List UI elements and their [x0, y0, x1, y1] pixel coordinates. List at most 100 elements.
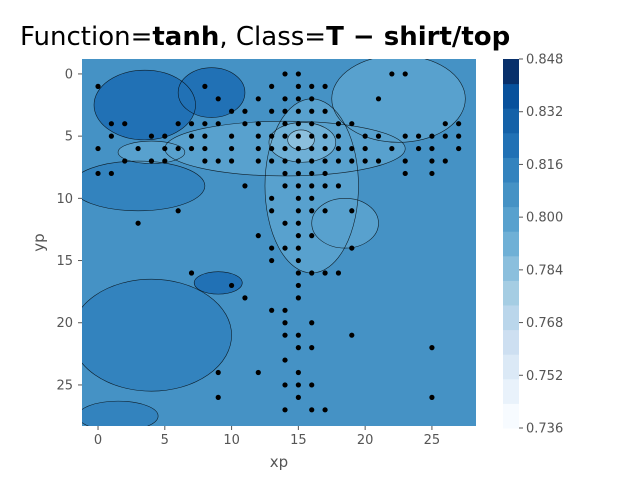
data-point [269, 245, 275, 251]
data-point [282, 320, 288, 326]
colorbar-band [503, 329, 519, 355]
data-point [228, 108, 235, 114]
colorbar-band [503, 157, 519, 183]
data-point [402, 133, 408, 139]
data-point [349, 332, 355, 338]
data-point [295, 332, 301, 338]
data-point [188, 145, 195, 152]
data-point [322, 145, 328, 152]
contour-line-left-blob-dark [193, 271, 243, 295]
data-point [295, 345, 301, 351]
y-axis-label: yp [30, 233, 48, 251]
x-tick-label: 10 [223, 433, 240, 448]
colorbar-band [503, 305, 519, 331]
data-point [295, 220, 301, 226]
colorbar-band [503, 132, 519, 158]
data-point [188, 121, 195, 127]
data-point [349, 208, 355, 214]
data-point [242, 121, 248, 127]
data-point [456, 121, 462, 127]
data-point [295, 382, 301, 388]
contour-line-center-lightest [287, 129, 315, 151]
data-point [282, 245, 288, 251]
data-point [269, 307, 275, 313]
data-point [255, 133, 261, 139]
contour-region-right-light [311, 198, 379, 249]
data-point [269, 108, 275, 114]
data-point [322, 83, 328, 89]
colorbar-band [503, 206, 519, 232]
data-point [295, 96, 301, 102]
contour-line-right-light [311, 198, 379, 249]
data-point [295, 71, 301, 77]
x-tick-label: 15 [290, 433, 307, 448]
data-point [349, 158, 355, 164]
data-point [309, 170, 315, 177]
data-point [295, 257, 301, 264]
data-point [375, 158, 382, 164]
title-class: T − shirt/top [326, 22, 511, 52]
data-point [242, 295, 248, 301]
data-point [309, 121, 315, 127]
x-axis-label: xp [270, 453, 288, 471]
colorbar: 0.736 0.752 0.768 0.784 0.800 0.816 0.832 0.848 [503, 53, 563, 437]
data-point [108, 121, 114, 127]
data-point [282, 220, 288, 226]
chart-title: Function=tanh, Class=T − shirt/top [20, 22, 510, 52]
data-point [322, 407, 328, 413]
data-point [202, 83, 208, 89]
data-point [309, 208, 315, 214]
x-axis: 0 5 10 15 20 25 [94, 426, 440, 448]
data-point [362, 158, 368, 164]
data-point [215, 369, 221, 376]
data-point [282, 407, 288, 413]
data-point [362, 145, 368, 152]
data-point [349, 121, 355, 127]
data-point [295, 270, 301, 276]
data-point [215, 158, 221, 164]
data-point [228, 133, 235, 139]
plot-area [82, 59, 476, 426]
data-point [295, 145, 301, 152]
data-point [322, 183, 328, 189]
data-point [456, 133, 462, 139]
data-point [309, 183, 315, 189]
contour-line-upper-dark-2 [177, 67, 246, 118]
data-point [322, 208, 328, 214]
colorbar-tick-label: 0.848 [526, 53, 563, 68]
colorbar-tick-label: 0.768 [526, 316, 563, 331]
data-point [135, 220, 141, 226]
data-point [135, 145, 141, 152]
contour-line-left-middle-dark [82, 160, 206, 212]
contour-line-upper-right-light [331, 59, 466, 143]
data-point [282, 183, 288, 189]
data-point [375, 96, 382, 102]
x-tick-label: 25 [424, 433, 441, 448]
x-tick-label: 0 [94, 433, 102, 448]
contour-region-left-light-strip [118, 141, 185, 164]
data-point [442, 133, 448, 139]
colorbar-band [503, 354, 519, 380]
data-point [389, 71, 395, 77]
data-point [309, 145, 315, 152]
data-point [122, 121, 128, 127]
data-point [255, 369, 261, 376]
data-point [309, 345, 315, 351]
data-point [282, 307, 288, 313]
contour-line-bottom-left-dark [82, 400, 159, 426]
colorbar-tick-label: 0.800 [526, 211, 563, 226]
data-point [148, 158, 155, 164]
contour-line-center-lighter [268, 122, 337, 163]
y-tick-label: 0 [65, 67, 73, 82]
contour-region-upper-dark-2 [178, 67, 245, 118]
data-point [269, 133, 275, 139]
data-point [295, 245, 301, 251]
x-tick-label: 5 [161, 433, 169, 448]
data-point [309, 83, 315, 89]
data-point [335, 121, 342, 127]
contour-region-lower-left-dark [82, 279, 232, 392]
y-tick-label: 25 [56, 378, 73, 393]
x-tick-label: 20 [357, 433, 374, 448]
data-point [295, 183, 301, 189]
data-point [429, 394, 435, 400]
